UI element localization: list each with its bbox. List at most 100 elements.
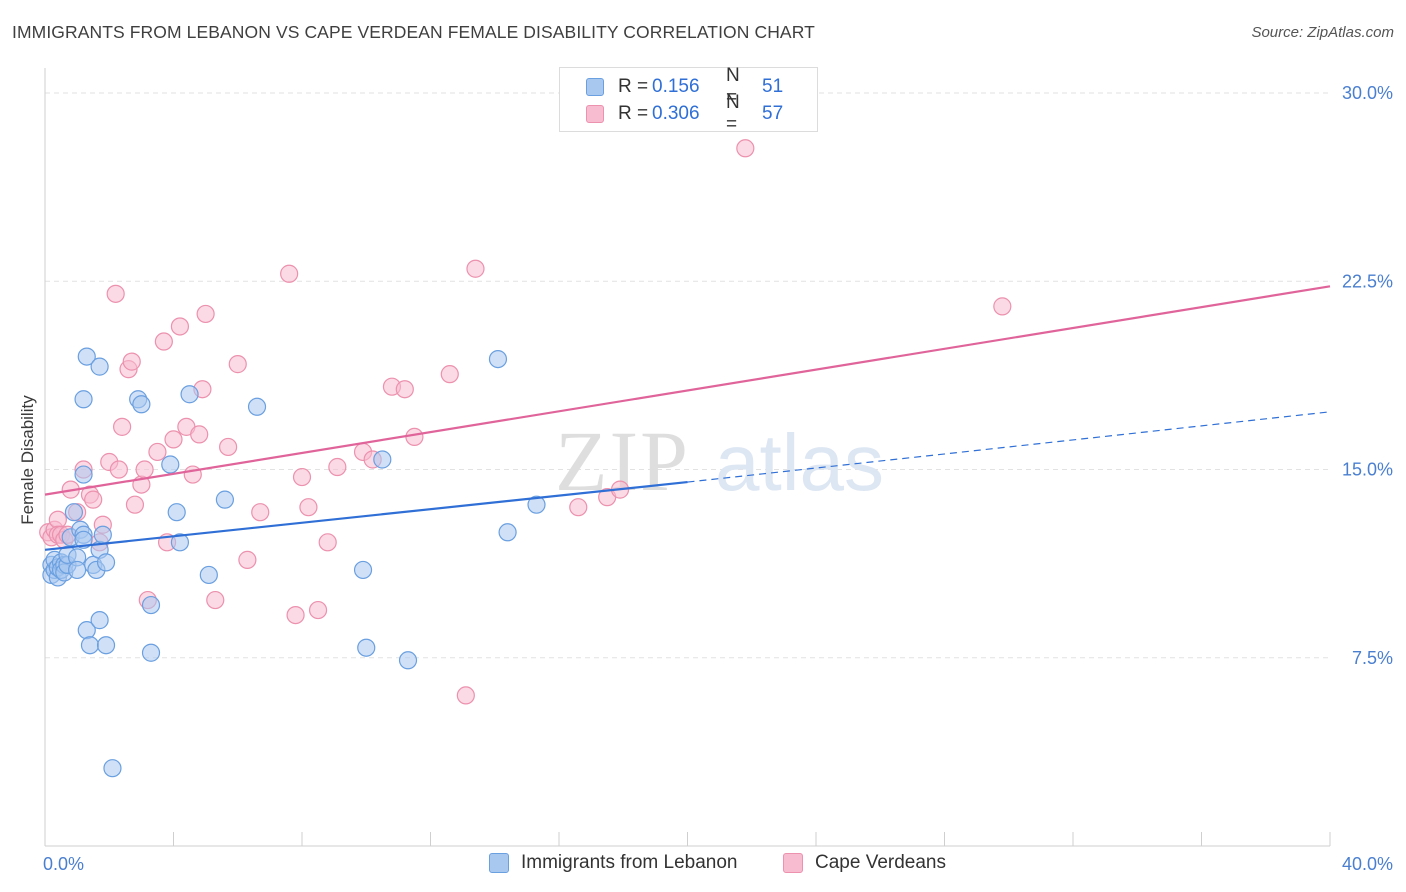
legend-label: Cape Verdeans (815, 852, 946, 873)
lebanon-point (199, 565, 218, 585)
lebanon-point (215, 490, 234, 509)
x-tick-label: 0.0% (43, 854, 84, 874)
legend-label: Immigrants from Lebanon (521, 852, 738, 873)
lebanon-point (132, 395, 151, 414)
lebanon-point (398, 651, 418, 670)
cape-verdean-point (125, 495, 145, 514)
cape-verdean-point (993, 297, 1012, 316)
correlation-legend: R = 0.156 N = 51 R = 0.306 N = 57 (559, 65, 818, 135)
watermark: ZIP atlas (555, 413, 884, 509)
lebanon-point (68, 560, 87, 580)
cape-verdean-point (299, 498, 318, 517)
cape-verdean-point (456, 686, 475, 705)
cape-verdean-point (292, 467, 312, 487)
cape-verdean-point (154, 332, 173, 351)
lebanon-point (357, 638, 376, 657)
lebanon-point (527, 495, 546, 514)
lebanon-point (77, 347, 96, 366)
lebanon-point (180, 385, 199, 404)
y-tick-label: 30.0% (1342, 83, 1393, 103)
r-label: R = (618, 103, 649, 124)
lebanon-point (80, 636, 100, 655)
legend-swatch-blue (489, 853, 509, 873)
r-value: 0.156 (652, 76, 700, 97)
cape-verdean-point (318, 533, 337, 552)
y-axis-label: Female Disability (18, 395, 37, 525)
lebanon-point (90, 357, 109, 376)
n-value: 51 (762, 76, 784, 97)
y-tick-label: 7.5% (1352, 648, 1393, 668)
x-tick-label: 40.0% (1342, 854, 1393, 874)
cape-verdean-point (405, 427, 424, 447)
lebanon-point (74, 465, 93, 484)
n-value: 57 (762, 103, 784, 124)
lebanon-point (93, 525, 112, 544)
legend-swatch-pink (586, 105, 604, 123)
n-label: N = (726, 65, 740, 108)
lebanon-point (96, 636, 116, 655)
cape-verdean-point (112, 417, 132, 436)
watermark-atlas: atlas (715, 418, 884, 507)
cape-verdean-point (308, 600, 328, 620)
source-label: Source: ZipAtlas.com (1251, 24, 1394, 41)
cape-verdean-trend-line (44, 285, 1331, 496)
lebanon-point (141, 643, 161, 662)
legend-swatch-pink (783, 853, 803, 873)
r-value: 0.306 (652, 103, 700, 124)
legend-item-cape-verdeans[interactable]: Cape Verdeans (783, 852, 946, 874)
cape-verdean-point (106, 284, 125, 303)
y-tick-label: 15.0% (1342, 460, 1393, 480)
cape-verdean-point (328, 457, 347, 477)
lebanon-point (74, 390, 93, 409)
cape-verdean-point (48, 510, 67, 529)
lebanon-point (373, 450, 392, 469)
cape-verdean-point (135, 460, 154, 479)
cape-verdean-point (251, 503, 270, 522)
grid-lines (45, 92, 1330, 659)
lebanon-point (498, 523, 517, 542)
cape-verdean-point (280, 264, 299, 283)
chart-title: IMMIGRANTS FROM LEBANON VS CAPE VERDEAN … (12, 22, 815, 42)
r-label: R = (618, 76, 649, 97)
cape-verdean-point (286, 605, 305, 625)
lebanon-point (90, 611, 109, 630)
cape-verdean-point (228, 355, 247, 374)
cape-verdean-point (219, 437, 238, 457)
series-immigrants-from-lebanon (42, 347, 546, 778)
legend-row-cape-verdeans: R = 0.306 N = 57 (586, 92, 784, 135)
lebanon-point (247, 397, 267, 416)
legend-row-lebanon: R = 0.156 N = 51 (586, 65, 784, 108)
lebanon-point (488, 349, 508, 369)
cape-verdean-point (148, 442, 167, 462)
y-tick-label: 22.5% (1342, 271, 1393, 291)
lebanon-point (170, 533, 190, 552)
n-label: N = (726, 92, 740, 135)
cape-verdean-point (170, 317, 190, 336)
lebanon-point (103, 759, 122, 778)
cape-verdean-point (569, 498, 588, 517)
lebanon-trend-line (44, 480, 688, 551)
cape-verdean-point (196, 304, 215, 324)
lebanon-point (353, 560, 373, 580)
cape-verdean-point (122, 352, 141, 371)
cape-verdean-point (164, 430, 183, 449)
cape-verdean-point (84, 490, 103, 509)
cape-verdean-point (206, 590, 225, 610)
cape-verdean-point (466, 259, 485, 278)
legend-swatch-blue (586, 78, 604, 96)
legend-item-lebanon[interactable]: Immigrants from Lebanon (489, 852, 738, 874)
series-legend: Immigrants from Lebanon Cape Verdeans (0, 852, 1406, 878)
axes (44, 68, 1331, 847)
lebanon-point (96, 553, 116, 572)
lebanon-point (167, 503, 186, 522)
lebanon-point (161, 455, 180, 474)
lebanon-point (64, 503, 84, 522)
trend-lines (44, 285, 1331, 551)
cape-verdean-point (238, 550, 257, 569)
cape-verdean-point (440, 365, 459, 384)
x-tick-labels: 0.0% 40.0% (43, 854, 1393, 874)
cape-verdean-point (736, 139, 755, 158)
cape-verdean-point (395, 380, 414, 399)
series-cape-verdeans (39, 139, 1012, 705)
